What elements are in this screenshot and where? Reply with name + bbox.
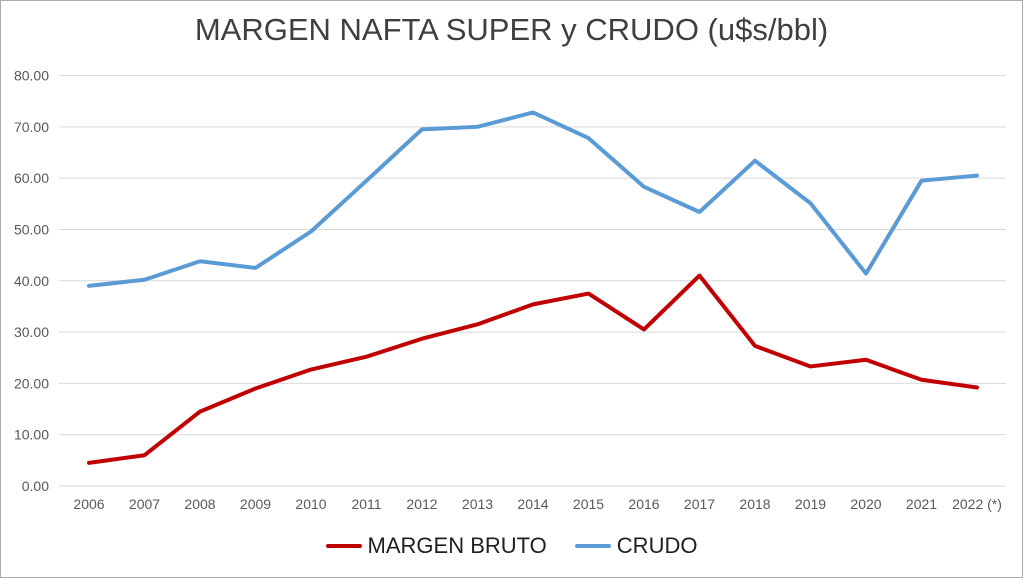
- x-axis-label: 2022 (*): [952, 496, 1002, 512]
- y-axis-tick-label: 60.00: [14, 170, 49, 186]
- x-axis-label: 2012: [406, 496, 437, 512]
- legend-label-margen-bruto: MARGEN BRUTO: [367, 533, 547, 558]
- y-axis-tick-label: 70.00: [14, 119, 49, 135]
- x-axis-label: 2015: [573, 496, 604, 512]
- x-axis-label: 2014: [517, 496, 548, 512]
- y-axis-tick-label: 10.00: [14, 427, 49, 443]
- x-axis-label: 2016: [628, 496, 659, 512]
- x-axis-label: 2011: [351, 496, 381, 512]
- x-axis-label: 2018: [739, 496, 770, 512]
- y-axis-tick-label: 80.00: [14, 68, 49, 84]
- x-axis-label: 2013: [462, 496, 493, 512]
- legend-label-crudo: CRUDO: [616, 533, 698, 558]
- x-axis-label: 2019: [795, 496, 826, 512]
- x-axis-label: 2009: [240, 496, 271, 512]
- y-axis-tick-label: 30.00: [14, 324, 49, 340]
- chart-title: MARGEN NAFTA SUPER y CRUDO (u$s/bbl): [194, 12, 829, 47]
- legend-item-crudo: CRUDO: [574, 533, 698, 559]
- y-axis-tick-label: 20.00: [14, 375, 49, 391]
- legend-item-margen-bruto: MARGEN BRUTO: [325, 533, 547, 559]
- x-axis-label: 2007: [129, 496, 160, 512]
- x-axis-label: 2006: [73, 496, 104, 512]
- legend-marker-crudo: [574, 544, 611, 548]
- series-line-margen-bruto: [87, 273, 979, 465]
- x-axis-label: 2021: [906, 496, 937, 512]
- x-axis-label: 2010: [295, 496, 326, 512]
- x-axis-label: 2017: [684, 496, 715, 512]
- y-axis-tick-label: 0.00: [22, 478, 49, 494]
- x-axis-label: 2020: [850, 496, 881, 512]
- y-axis-tick-label: 50.00: [14, 221, 49, 237]
- series-line-crudo: [87, 110, 979, 288]
- x-axis-label: 2008: [184, 496, 215, 512]
- chart-legend: MARGEN BRUTO CRUDO: [1, 533, 1022, 559]
- legend-marker-margen-bruto: [325, 544, 362, 548]
- y-axis-tick-label: 40.00: [14, 273, 49, 289]
